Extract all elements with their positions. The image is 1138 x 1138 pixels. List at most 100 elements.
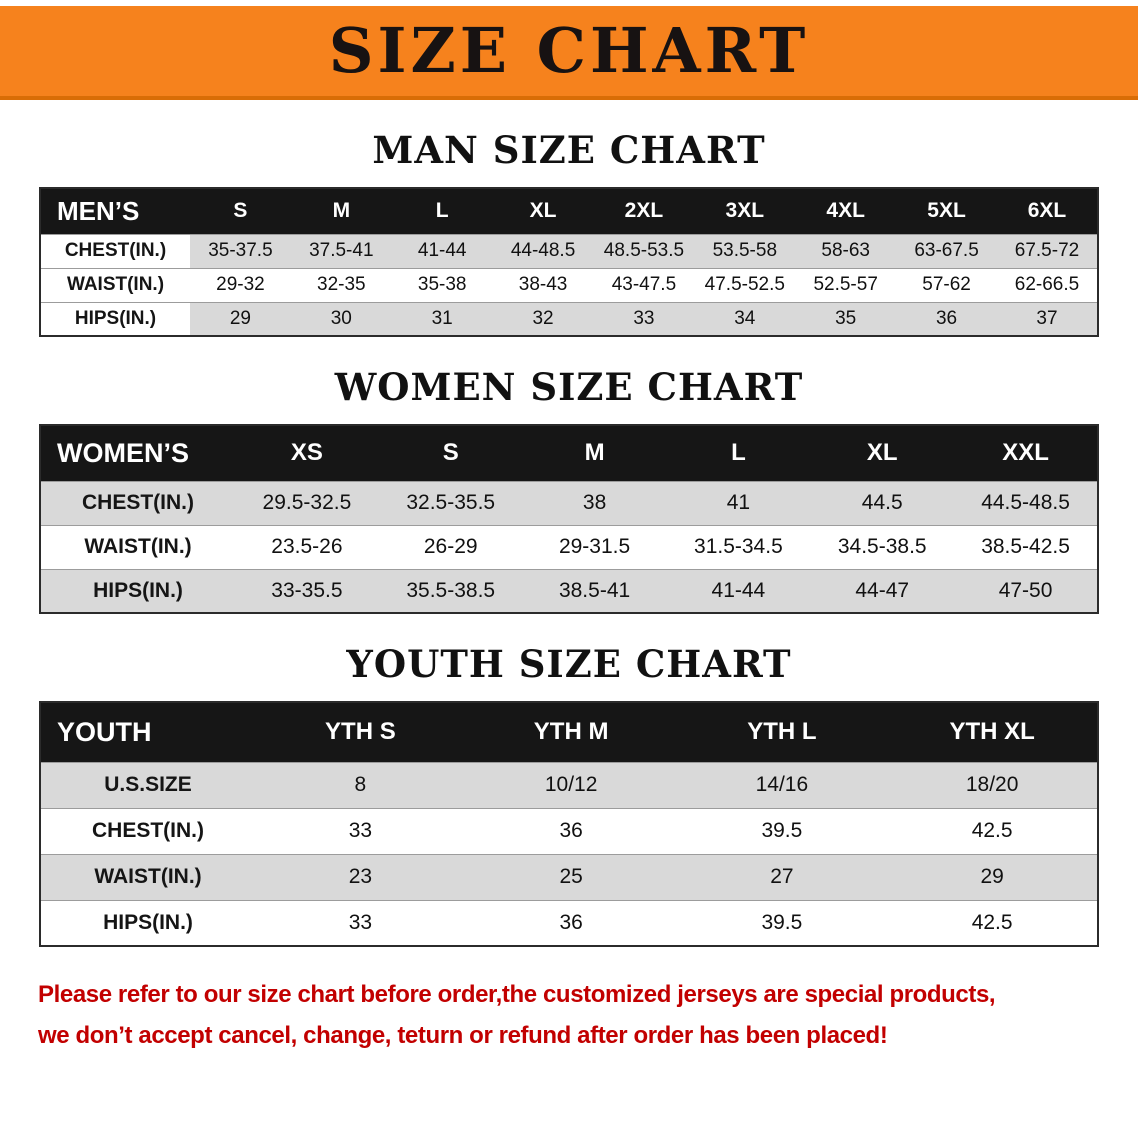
- table-header-row: YOUTH YTH S YTH M YTH L YTH XL: [40, 702, 1098, 762]
- size-column-header: S: [378, 425, 523, 481]
- men-section: MAN SIZE CHART MEN’S S M L XL 2XL 3XL 4XL 5XL 6XL…: [0, 128, 1138, 337]
- size-value-cell: 33: [633, 307, 655, 329]
- size-value-cell: 47.5-52.5: [704, 274, 785, 295]
- size-column-header: 6XL: [997, 188, 1098, 234]
- row-label: CHEST(IN.): [40, 234, 190, 268]
- size-value-cell: 44.5: [861, 491, 903, 514]
- women-size-table: WOMEN’S XS S M L XL XXL CHEST(IN.) 29.5-32.5 32.5…: [39, 424, 1099, 614]
- size-value-cell: 32.5-35.5: [406, 491, 496, 514]
- size-value-cell: 48.5-53.5: [603, 240, 685, 261]
- row-label: HIPS(IN.): [40, 302, 190, 336]
- table-row: CHEST(IN.) 35-37.5 37.5-41 41-44 44-48.5 48.5…: [40, 234, 1098, 268]
- size-value-cell: 29-31.5: [558, 535, 631, 558]
- size-value-cell: 44.5-48.5: [981, 491, 1070, 514]
- row-label: WAIST(IN.): [84, 535, 192, 558]
- size-column-header: 3XL: [694, 188, 796, 234]
- disclaimer-line-2: we don’t accept cancel, change, teturn o…: [38, 1021, 888, 1049]
- size-value-cell: 47-50: [998, 578, 1053, 602]
- size-value-cell: 33: [348, 819, 373, 842]
- size-value-cell: 27: [770, 865, 794, 888]
- size-value-cell: 34: [734, 307, 756, 329]
- size-value-cell: 62-66.5: [1014, 274, 1080, 295]
- size-column-header: YTH L: [676, 702, 888, 762]
- size-column-header: 4XL: [795, 188, 897, 234]
- size-value-cell: 36: [559, 819, 583, 842]
- disclaimer-line-1: Please refer to our size chart before or…: [38, 981, 996, 1008]
- table-row: U.S.SIZE 8 10/12 14/16 18/20: [40, 762, 1098, 808]
- size-value-cell: 44-47: [855, 578, 910, 602]
- size-value-cell: 33-35.5: [271, 578, 343, 602]
- size-value-cell: 41-44: [417, 240, 467, 261]
- size-value-cell: 43-47.5: [611, 274, 677, 295]
- row-label: HIPS(IN.): [93, 578, 183, 602]
- size-value-cell: 29.5-32.5: [262, 491, 352, 514]
- size-value-cell: 36: [935, 307, 958, 329]
- table-row: HIPS(IN.) 29 30 31 32 33 34 35 36 37: [40, 302, 1098, 336]
- size-value-cell: 32-35: [317, 274, 366, 295]
- size-value-cell: 29: [229, 307, 251, 329]
- size-value-cell: 58-63: [821, 240, 870, 261]
- size-column-header: L: [666, 425, 811, 481]
- size-column-header: S: [190, 188, 291, 234]
- size-column-header: XL: [810, 425, 955, 481]
- size-value-cell: 41-44: [711, 578, 766, 602]
- title-banner: SIZE CHART: [0, 6, 1138, 100]
- size-value-cell: 18/20: [965, 773, 1019, 796]
- table-row: WAIST(IN.) 29-32 32-35 35-38 38-43 43-47.5 47.…: [40, 268, 1098, 302]
- size-value-cell: 35.5-38.5: [406, 578, 496, 602]
- table-corner-label: WOMEN’S: [40, 425, 235, 481]
- size-value-cell: 63-67.5: [914, 240, 979, 261]
- size-value-cell: 31.5-34.5: [694, 535, 783, 558]
- size-value-cell: 26-29: [423, 535, 478, 558]
- table-header-row: WOMEN’S XS S M L XL XXL: [40, 425, 1098, 481]
- size-value-cell: 67.5-72: [1014, 240, 1080, 261]
- size-column-header: XL: [492, 188, 594, 234]
- size-value-cell: 25: [559, 865, 583, 888]
- size-value-cell: 57-62: [922, 274, 971, 295]
- size-value-cell: 34.5-38.5: [837, 535, 927, 558]
- size-value-cell: 38-43: [518, 274, 568, 295]
- size-value-cell: 37.5-41: [309, 240, 374, 261]
- men-size-table: MEN’S S M L XL 2XL 3XL 4XL 5XL 6XL CHEST(IN.) 35-37…: [39, 187, 1099, 337]
- size-column-header: 2XL: [593, 188, 695, 234]
- size-value-cell: 33: [348, 910, 373, 934]
- page-title: SIZE CHART: [328, 14, 810, 87]
- size-column-header: XXL: [954, 425, 1098, 481]
- size-value-cell: 42.5: [971, 819, 1013, 842]
- size-column-header: YTH S: [255, 702, 466, 762]
- table-row: CHEST(IN.) 33 36 39.5 42.5: [40, 808, 1098, 854]
- table-header-row: MEN’S S M L XL 2XL 3XL 4XL 5XL 6XL: [40, 188, 1098, 234]
- size-value-cell: 38: [582, 491, 607, 514]
- women-section: WOMEN SIZE CHART WOMEN’S XS S M L XL XXL CHEST(…: [0, 365, 1138, 614]
- size-value-cell: 14/16: [755, 773, 809, 796]
- men-section-heading: MAN SIZE CHART: [372, 128, 766, 172]
- size-value-cell: 31: [431, 307, 453, 329]
- size-value-cell: 44-48.5: [510, 240, 576, 261]
- disclaimer-note: Please refer to our size chart before or…: [38, 975, 1104, 1057]
- youth-section-heading: YOUTH SIZE CHART: [346, 642, 792, 686]
- table-row: HIPS(IN.) 33 36 39.5 42.5: [40, 900, 1098, 946]
- size-value-cell: 53.5-58: [712, 240, 778, 261]
- row-label: CHEST(IN.): [82, 491, 194, 514]
- size-value-cell: 52.5-57: [813, 274, 878, 295]
- size-value-cell: 36: [559, 910, 583, 934]
- row-label: HIPS(IN.): [103, 910, 193, 934]
- size-column-header: M: [522, 425, 667, 481]
- size-value-cell: 42.5: [971, 910, 1013, 934]
- size-column-header: YTH M: [465, 702, 677, 762]
- row-label: WAIST(IN.): [94, 865, 202, 888]
- size-value-cell: 35-37.5: [208, 240, 273, 261]
- size-value-cell: 29: [980, 865, 1004, 888]
- table-corner-label: MEN’S: [40, 188, 190, 234]
- table-row: WAIST(IN.) 23 25 27 29: [40, 854, 1098, 900]
- size-value-cell: 8: [354, 773, 367, 796]
- table-row: CHEST(IN.) 29.5-32.5 32.5-35.5 38 41 44.5 44.5…: [40, 481, 1098, 525]
- size-value-cell: 23: [348, 865, 373, 888]
- size-value-cell: 37: [1036, 307, 1058, 329]
- size-column-header: 5XL: [896, 188, 997, 234]
- size-value-cell: 39.5: [761, 819, 803, 842]
- row-label: U.S.SIZE: [104, 773, 192, 796]
- size-value-cell: 41: [726, 491, 751, 514]
- size-value-cell: 32: [532, 307, 554, 329]
- size-value-cell: 29-32: [216, 274, 265, 295]
